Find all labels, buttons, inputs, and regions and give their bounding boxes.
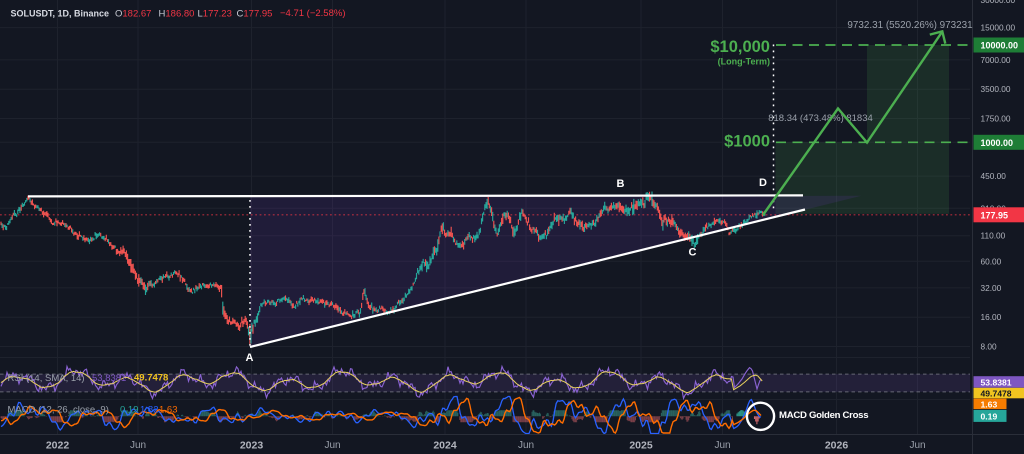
svg-text:49.7478: 49.7478 — [981, 389, 1012, 399]
svg-text:450.00: 450.00 — [981, 171, 1007, 181]
svg-text:(Long-Term): (Long-Term) — [718, 57, 770, 67]
svg-text:Jun: Jun — [130, 440, 146, 451]
svg-text:10000.00: 10000.00 — [981, 41, 1019, 51]
svg-text:53.8381: 53.8381 — [981, 378, 1012, 388]
svg-text:1750.00: 1750.00 — [981, 114, 1011, 124]
svg-text:−4.71 (−2.58%): −4.71 (−2.58%) — [280, 8, 346, 19]
svg-text:Jun: Jun — [324, 440, 340, 451]
svg-text:2023: 2023 — [240, 440, 264, 452]
svg-text:Jun: Jun — [909, 440, 925, 451]
svg-text:0.19: 0.19 — [981, 411, 998, 421]
svg-text:Jun: Jun — [518, 440, 534, 451]
svg-text:53.8381: 53.8381 — [92, 373, 126, 384]
svg-text:D: D — [759, 177, 767, 189]
svg-text:16.00: 16.00 — [981, 312, 1002, 322]
svg-text:O182.67: O182.67 — [115, 8, 151, 19]
svg-text:2025: 2025 — [629, 440, 653, 452]
svg-text:1000.00: 1000.00 — [981, 138, 1014, 148]
svg-text:32.00: 32.00 — [981, 283, 1002, 293]
svg-text:0.19: 0.19 — [120, 405, 139, 416]
svg-text:C177.95: C177.95 — [237, 8, 273, 19]
svg-text:8.00: 8.00 — [981, 342, 998, 352]
svg-text:110.00: 110.00 — [981, 231, 1006, 241]
svg-text:49.7478: 49.7478 — [134, 373, 168, 384]
svg-text:3500.00: 3500.00 — [981, 84, 1011, 94]
svg-text:1.63: 1.63 — [981, 399, 998, 409]
svg-text:B: B — [617, 178, 625, 190]
svg-text:A: A — [246, 352, 254, 364]
svg-text:$1000: $1000 — [724, 133, 770, 151]
svg-text:1.63: 1.63 — [159, 405, 178, 416]
svg-text:Jun: Jun — [714, 440, 730, 451]
svg-text:1.82: 1.82 — [140, 405, 159, 416]
svg-text:$10,000: $10,000 — [710, 38, 770, 56]
svg-text:2026: 2026 — [825, 440, 849, 452]
svg-text:177.95: 177.95 — [981, 210, 1009, 220]
svg-text:C: C — [689, 247, 697, 259]
svg-text:MACD (12, 26, close, 9): MACD (12, 26, close, 9) — [8, 405, 109, 416]
svg-text:9732.31 (5520.26%) 973231: 9732.31 (5520.26%) 973231 — [847, 20, 973, 31]
svg-text:H186.80: H186.80 — [159, 8, 195, 19]
svg-text:MACD Golden Cross: MACD Golden Cross — [779, 410, 868, 421]
svg-text:60.00: 60.00 — [981, 256, 1002, 266]
svg-text:7000.00: 7000.00 — [981, 55, 1011, 65]
svg-text:2022: 2022 — [46, 440, 70, 452]
svg-text:30000.00: 30000.00 — [981, 0, 1016, 5]
svg-text:RSI (14, SMA, 14): RSI (14, SMA, 14) — [8, 373, 85, 384]
svg-text:L177.23: L177.23 — [198, 8, 232, 19]
svg-text:2024: 2024 — [433, 440, 457, 452]
svg-text:SOLUSDT, 1D, Binance: SOLUSDT, 1D, Binance — [11, 9, 110, 19]
svg-text:15000.00: 15000.00 — [981, 23, 1016, 33]
svg-text:818.34 (473.48%) 81834: 818.34 (473.48%) 81834 — [768, 113, 873, 124]
